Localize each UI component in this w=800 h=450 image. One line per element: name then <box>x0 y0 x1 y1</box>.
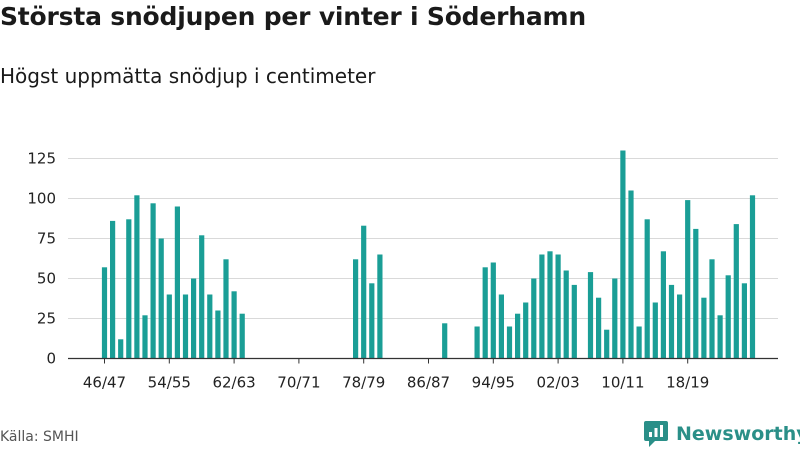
bar[interactable] <box>174 206 180 359</box>
bar[interactable] <box>101 267 108 359</box>
x-tick-label: 94/95 <box>472 374 515 392</box>
bar[interactable] <box>652 302 658 359</box>
x-tick-label: 70/71 <box>277 374 320 392</box>
x-tick-label: 78/79 <box>342 374 385 392</box>
bar[interactable] <box>555 254 561 359</box>
bar[interactable] <box>142 315 148 359</box>
brand-logo[interactable]: Newsworthy <box>643 419 800 449</box>
bar[interactable] <box>587 272 594 359</box>
bar[interactable] <box>215 310 221 359</box>
bar[interactable] <box>733 224 739 359</box>
bar[interactable] <box>668 284 675 359</box>
bar[interactable] <box>628 190 634 359</box>
bar[interactable] <box>126 219 132 359</box>
bar[interactable] <box>604 329 610 359</box>
bar[interactable] <box>191 278 197 359</box>
chart-title: Största snödjupen per vinter i Söderhamn <box>0 2 586 31</box>
chart-subtitle: Högst uppmätta snödjup i centimeter <box>0 64 376 88</box>
bar[interactable] <box>709 259 715 359</box>
bar[interactable] <box>571 284 577 359</box>
bar[interactable] <box>596 297 602 359</box>
bar[interactable] <box>223 259 229 359</box>
bar[interactable] <box>369 283 375 359</box>
y-tick-label: 125 <box>27 150 56 168</box>
bar[interactable] <box>182 294 189 359</box>
x-tick-label: 18/19 <box>666 374 709 392</box>
newsworthy-logo-icon <box>644 421 668 447</box>
bar[interactable] <box>636 326 642 359</box>
bar[interactable] <box>498 294 504 359</box>
bar[interactable] <box>677 294 683 359</box>
bar[interactable] <box>110 220 116 359</box>
bar[interactable] <box>207 294 213 359</box>
brand-name: Newsworthy <box>676 423 800 445</box>
bar[interactable] <box>612 278 618 359</box>
bar-chart: 0 25 50 75 100 125 46/47 54/55 62/63 70/71 78/79 86… <box>27 150 778 392</box>
x-tick-label: 46/47 <box>83 374 126 392</box>
source-note: Källa: SMHI <box>0 429 79 445</box>
y-tick-label: 100 <box>27 190 56 208</box>
bar[interactable] <box>660 251 666 359</box>
bar[interactable] <box>377 254 383 359</box>
bar[interactable] <box>158 238 164 359</box>
bar[interactable] <box>442 323 448 359</box>
bar[interactable] <box>199 235 205 359</box>
bar[interactable] <box>490 262 496 359</box>
bar[interactable] <box>701 297 707 359</box>
bar[interactable] <box>531 278 537 359</box>
bar[interactable] <box>166 294 172 359</box>
bar[interactable] <box>725 275 731 359</box>
bar[interactable] <box>539 254 545 359</box>
x-tick-label: 02/03 <box>536 374 579 392</box>
y-tick-label: 25 <box>37 310 56 328</box>
bar[interactable] <box>717 315 723 359</box>
bar[interactable] <box>644 219 650 359</box>
bar[interactable] <box>474 326 480 359</box>
bar[interactable] <box>563 270 569 359</box>
bar[interactable] <box>547 251 553 359</box>
bar[interactable] <box>361 225 367 359</box>
bar[interactable] <box>523 302 529 359</box>
x-tick-label: 86/87 <box>407 374 450 392</box>
x-tick-label: 54/55 <box>148 374 191 392</box>
bar[interactable] <box>482 267 488 359</box>
bar[interactable] <box>693 228 699 359</box>
bar[interactable] <box>231 291 237 359</box>
bar[interactable] <box>239 313 245 359</box>
axes: 0 25 50 75 100 125 46/47 54/55 62/63 70/71 78/79 86… <box>27 150 778 392</box>
bar[interactable] <box>506 326 513 359</box>
bar[interactable] <box>515 313 521 359</box>
x-tick-label: 10/11 <box>601 374 644 392</box>
bar[interactable] <box>749 195 756 359</box>
bar[interactable] <box>685 200 691 359</box>
bar[interactable] <box>150 203 156 359</box>
bar[interactable] <box>353 259 359 359</box>
bar[interactable] <box>741 283 747 359</box>
y-tick-label: 50 <box>37 270 56 288</box>
bars <box>101 150 756 359</box>
bar[interactable] <box>118 339 124 359</box>
y-tick-label: 0 <box>46 350 56 368</box>
bar[interactable] <box>134 195 140 359</box>
bar[interactable] <box>620 150 626 359</box>
y-tick-label: 75 <box>37 230 56 248</box>
x-tick-label: 62/63 <box>212 374 255 392</box>
